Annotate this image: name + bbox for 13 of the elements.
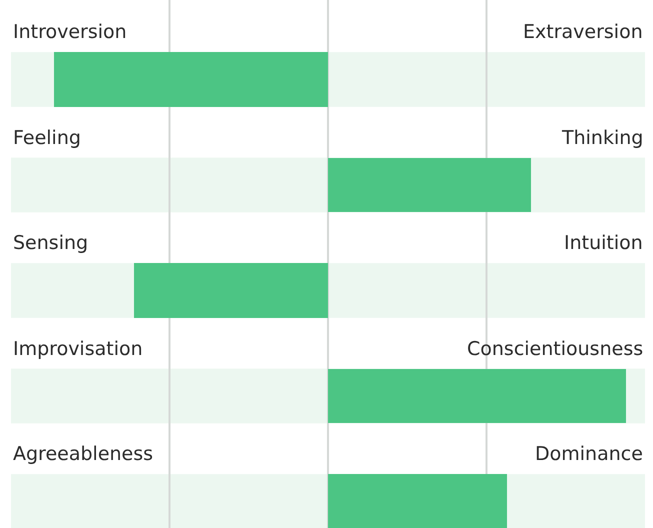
bar (328, 158, 531, 212)
annotation: Extraversion (523, 21, 643, 43)
y-tick-label: Feeling (13, 127, 81, 149)
bar (134, 263, 328, 318)
annotation: Dominance (535, 443, 643, 465)
annotation: Conscientiousness (467, 338, 644, 360)
y-tick-label: Introversion (13, 21, 127, 43)
annotation: Intuition (564, 232, 643, 254)
y-tick-label: Improvisation (13, 338, 143, 360)
y-tick-label: Agreeableness (13, 443, 154, 465)
bar (328, 474, 507, 528)
annotation: Thinking (561, 127, 644, 149)
y-tick-label: Sensing (13, 232, 88, 254)
